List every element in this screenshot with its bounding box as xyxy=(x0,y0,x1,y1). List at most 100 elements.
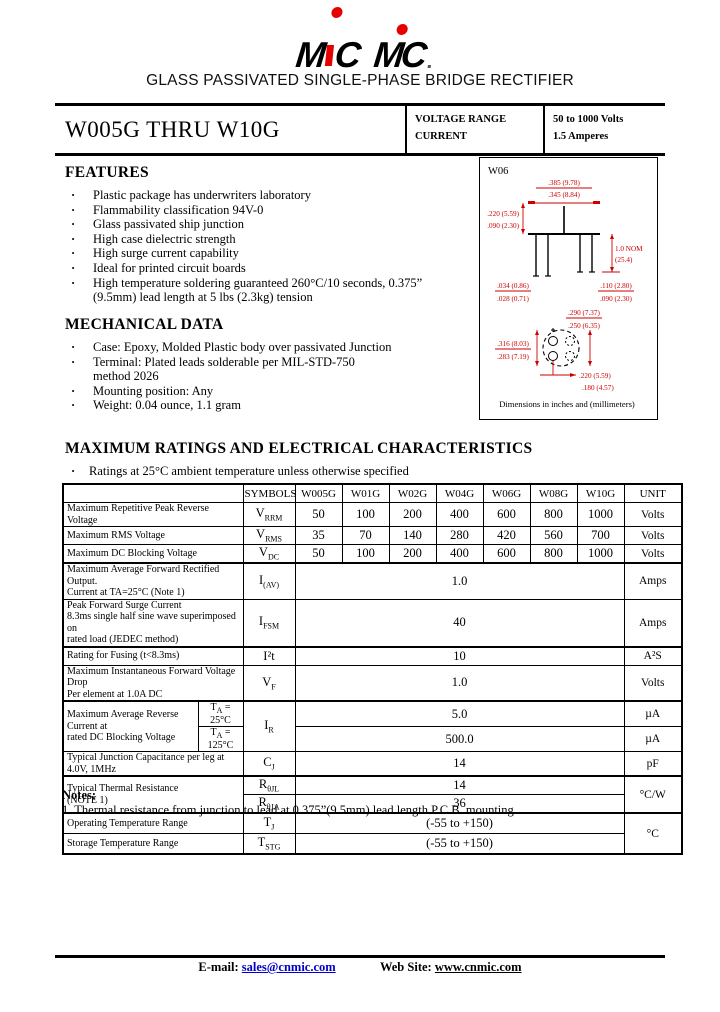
website-link[interactable]: www.cnmic.com xyxy=(434,960,522,974)
unit-cell: Amps xyxy=(623,598,683,647)
value-cell: 420 xyxy=(482,526,531,545)
symbol-cell: TSTG xyxy=(242,833,296,855)
features-heading: FEATURES xyxy=(65,164,149,181)
value-cell: 280 xyxy=(435,526,484,545)
logo-letter-c: C xyxy=(398,34,427,75)
voltage-range-value: 50 to 1000 Volts xyxy=(553,114,624,125)
notes-heading: Notes: xyxy=(62,788,97,802)
footer: E-mail: sales@cnmic.com Web Site: www.cn… xyxy=(0,960,720,975)
package-outline-diagram: W06 .385 (9.78) .345 (8.84) .220 (5.59) … xyxy=(479,157,658,420)
features-section: FEATURES Plastic package has underwriter… xyxy=(65,164,437,305)
symbol-cell: IFSM xyxy=(242,598,296,647)
table-row: Maximum Instantaneous Forward Voltage Dr… xyxy=(62,664,683,702)
value-cell: 400 xyxy=(435,544,484,564)
unit-cell: pF xyxy=(623,751,683,777)
mechanical-data-list: Case: Epoxy, Molded Plastic body over pa… xyxy=(65,340,395,413)
dim-label: .316 (8.03) xyxy=(497,340,529,348)
mechanical-data-heading: MECHANICAL DATA xyxy=(65,316,224,333)
row-label: Maximum RMS Voltage xyxy=(62,526,244,545)
value-cell: 500.0 xyxy=(294,726,625,752)
value-cell: 800 xyxy=(529,544,578,564)
dim-label: .028 (0.71) xyxy=(497,295,529,303)
row-label: Maximum Average Reverse Current at rated … xyxy=(62,700,199,752)
list-item: Plastic package has underwriters laborat… xyxy=(65,188,437,203)
value-cell: 50 xyxy=(294,502,343,527)
row-label: Typical Junction Capacitance per leg at … xyxy=(62,751,244,777)
unit-cell: Volts xyxy=(623,544,683,564)
diagram-caption: Dimensions in inches and (millimeters) xyxy=(499,399,635,409)
symbol-cell: VRRM xyxy=(242,502,296,527)
symbol-cell: CJ xyxy=(242,751,296,777)
dim-label: .283 (7.19) xyxy=(497,353,529,361)
header-cell: SYMBOLS xyxy=(242,483,296,503)
value-cell: (-55 to +150) xyxy=(294,833,625,855)
value-cell: 50 xyxy=(294,544,343,564)
logo-letter-c: C xyxy=(332,34,361,75)
part-header-values: 50 to 1000 Volts 1.5 Amperes xyxy=(543,106,665,153)
ratings-note: Ratings at 25°C ambient temperature unle… xyxy=(65,464,665,479)
dim-label: .110 (2.80) xyxy=(600,282,632,290)
table-row: Maximum RMS Voltage VRMS 35 70 140 280 4… xyxy=(62,526,683,545)
value-cell: 10 xyxy=(294,645,625,666)
list-item: Ideal for printed circuit boards xyxy=(65,261,437,276)
ratings-section-heading: MAXIMUM RATINGS AND ELECTRICAL CHARACTER… xyxy=(65,440,665,479)
row-label: Storage Temperature Range xyxy=(62,833,244,855)
dim-label: .180 (4.57) xyxy=(582,384,614,392)
value-cell: 100 xyxy=(341,502,390,527)
unit-cell: A²S xyxy=(623,645,683,666)
row-label: Maximum Average Forward Rectified Output… xyxy=(62,562,244,600)
current-label: CURRENT xyxy=(415,131,467,142)
value-cell: 5.0 xyxy=(294,700,625,727)
logo-red-dot-icon xyxy=(330,7,344,18)
condition-cell: TA = 25°C xyxy=(197,700,244,727)
header-cell: W08G xyxy=(529,483,578,503)
value-cell: 700 xyxy=(576,526,625,545)
list-item: High surge current capability xyxy=(65,246,437,261)
table-header-row: SYMBOLS W005G W01G W02G W04G W06G W08G W… xyxy=(62,483,683,503)
package-name-label: W06 xyxy=(488,166,508,177)
row-label: Rating for Fusing (t<8.3ms) xyxy=(62,645,244,666)
part-range: W005G THRU W10G xyxy=(65,116,280,142)
part-header-labels: VOLTAGE RANGE CURRENT xyxy=(405,106,543,153)
row-label: Peak Forward Surge Current 8.3ms single h… xyxy=(62,598,244,647)
dim-label: .034 (0.86) xyxy=(497,282,529,290)
email-link[interactable]: sales@cnmic.com xyxy=(241,960,336,974)
dim-label: .250 (6.35) xyxy=(568,322,600,330)
unit-cell: µA xyxy=(623,726,683,752)
table-row: Maximum Average Forward Rectified Output… xyxy=(62,562,683,600)
logo-trademark-dot xyxy=(427,65,431,68)
value-cell: 200 xyxy=(388,502,437,527)
list-item: Flammability classification 94V-0 xyxy=(65,203,437,218)
value-cell: 1.0 xyxy=(294,562,625,600)
logo-letter-m: M xyxy=(293,34,326,75)
note-item: 1. Thermal resistance from junction to l… xyxy=(62,803,517,817)
header-cell: W005G xyxy=(294,483,343,503)
dim-label: .090 (2.30) xyxy=(487,222,519,230)
symbol-cell: IR xyxy=(242,700,296,752)
list-item: High temperature soldering guaranteed 26… xyxy=(65,276,437,305)
website-label: Web Site: xyxy=(379,960,432,974)
table-row: TA = 125°C 500.0 µA xyxy=(63,726,683,752)
logo-red-i-stem xyxy=(324,7,344,66)
ratings-table: SYMBOLS W005G W01G W02G W04G W06G W08G W… xyxy=(62,483,683,855)
table-row: Typical Thermal Resistance (NOTE 1) RθJL … xyxy=(62,775,683,814)
features-list: Plastic package has underwriters laborat… xyxy=(65,188,437,305)
value-cell: 35 xyxy=(294,526,343,545)
dim-label: .220 (5.59) xyxy=(579,372,611,380)
value-cell: 200 xyxy=(388,544,437,564)
unit-cell: Volts xyxy=(623,502,683,527)
mechanical-data-section: MECHANICAL DATA Case: Epoxy, Molded Plas… xyxy=(65,316,395,413)
unit-cell: Amps xyxy=(623,562,683,600)
header-cell: UNIT xyxy=(623,483,683,503)
notes-section: Notes: 1. Thermal resistance from juncti… xyxy=(62,788,662,818)
list-item: Glass passivated ship junction xyxy=(65,217,437,232)
unit-cell: µA xyxy=(623,700,683,727)
dim-label: .090 (2.30) xyxy=(600,295,632,303)
table-row: Maximum Repetitive Peak Reverse Voltage … xyxy=(62,502,683,527)
unit-cell: °C/W xyxy=(623,775,683,814)
header-cell xyxy=(62,483,244,503)
table-row: Rating for Fusing (t<8.3ms) I²t 10 A²S xyxy=(62,645,683,666)
dim-label: (25.4) xyxy=(615,256,633,264)
